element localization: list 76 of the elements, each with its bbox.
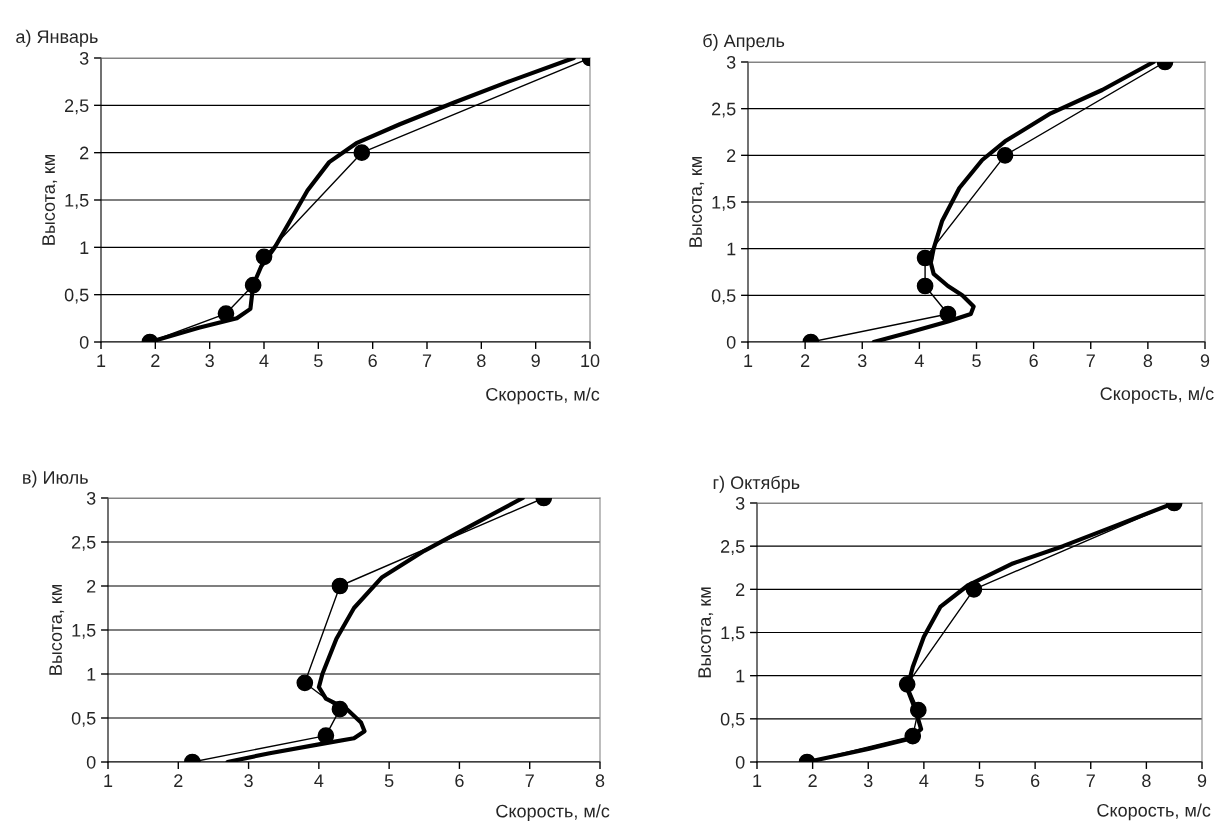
y-tick-label: 1 <box>80 241 89 254</box>
x-tick-label: 2 <box>151 354 160 367</box>
chart-title: а) Январь <box>16 29 98 47</box>
x-tick-label: 7 <box>1086 774 1095 787</box>
x-axis-title: Скорость, м/с <box>496 804 610 822</box>
x-tick-label: 10 <box>581 354 600 368</box>
y-tick-label: 2,5 <box>712 102 736 118</box>
y-tick-label: 1 <box>736 669 745 683</box>
x-tick-label: 9 <box>531 354 540 368</box>
y-tick-label: 2 <box>736 583 745 596</box>
y-tick-label: 0 <box>79 335 89 349</box>
x-tick-label: 1 <box>744 354 753 367</box>
y-tick-label: 3 <box>735 496 745 510</box>
y-tick-label: 2,5 <box>72 535 96 551</box>
y-tick-label: 0,5 <box>64 288 89 304</box>
y-tick-label: 0,5 <box>711 289 736 305</box>
x-tick-label: 3 <box>244 774 253 788</box>
y-axis-title: Высота, км <box>689 157 705 247</box>
x-tick-label: 4 <box>314 774 324 787</box>
x-axis-title: Скорость, м/с <box>486 387 600 405</box>
y-axis-title: Высота, км <box>49 585 65 675</box>
x-tick-label: 9 <box>1197 774 1207 788</box>
x-tick-label: 4 <box>259 354 269 367</box>
y-tick-label: 1,5 <box>721 626 745 642</box>
x-tick-label: 3 <box>857 354 867 368</box>
y-tick-label: 3 <box>79 51 89 65</box>
y-tick-label: 0,5 <box>71 711 96 727</box>
x-tick-label: 6 <box>1031 774 1040 788</box>
x-tick-label: 8 <box>595 774 605 788</box>
x-tick-label: 8 <box>1142 774 1151 788</box>
y-tick-label: 3 <box>86 491 96 505</box>
x-tick-label: 9 <box>1200 354 1210 368</box>
x-tick-label: 8 <box>1143 354 1153 368</box>
chart-title: г) Октябрь <box>713 475 800 493</box>
chart-title: б) Апрель <box>703 33 785 51</box>
y-tick-label: 1 <box>87 668 96 681</box>
y-tick-label: 2,5 <box>65 99 89 115</box>
y-tick-label: 0 <box>86 755 96 769</box>
y-tick-label: 0,5 <box>720 712 745 728</box>
x-tick-label: 4 <box>919 774 929 787</box>
x-axis-title: Скорость, м/с <box>1097 803 1211 821</box>
chart-title: в) Июль <box>23 470 88 488</box>
x-tick-label: 1 <box>753 774 762 787</box>
x-tick-label: 8 <box>477 354 486 368</box>
y-tick-label: 3 <box>726 55 736 69</box>
x-tick-label: 3 <box>205 354 214 368</box>
x-tick-label: 5 <box>314 354 323 368</box>
y-tick-label: 2 <box>87 579 96 593</box>
x-tick-label: 4 <box>914 354 924 367</box>
x-tick-label: 7 <box>1086 354 1095 367</box>
y-axis-title: Высота, км <box>42 155 58 245</box>
x-tick-label: 5 <box>975 774 984 788</box>
y-tick-label: 0 <box>726 335 736 349</box>
y-tick-label: 0 <box>735 755 745 769</box>
y-tick-label: 2,5 <box>721 540 745 556</box>
y-tick-label: 2 <box>80 146 89 160</box>
x-tick-label: 7 <box>525 774 534 787</box>
x-tick-label: 2 <box>174 774 183 787</box>
x-tick-label: 7 <box>422 354 432 367</box>
y-tick-label: 1,5 <box>72 624 96 639</box>
x-tick-label: 6 <box>1029 354 1038 368</box>
y-axis-title: Высота, км <box>698 587 714 678</box>
y-tick-label: 2 <box>727 149 736 162</box>
y-tick-label: 1 <box>727 242 736 256</box>
x-tick-label: 6 <box>368 354 377 368</box>
y-tick-label: 1,5 <box>712 196 736 211</box>
x-tick-label: 3 <box>863 774 873 788</box>
x-tick-label: 6 <box>455 774 464 788</box>
x-tick-label: 1 <box>104 774 113 787</box>
x-tick-label: 2 <box>808 774 817 787</box>
x-tick-label: 5 <box>972 354 981 368</box>
y-tick-label: 1,5 <box>65 194 89 209</box>
x-axis-title: Скорость, м/с <box>1100 386 1214 404</box>
x-tick-label: 2 <box>801 354 810 367</box>
x-tick-label: 1 <box>97 354 106 367</box>
x-tick-label: 5 <box>384 774 394 788</box>
